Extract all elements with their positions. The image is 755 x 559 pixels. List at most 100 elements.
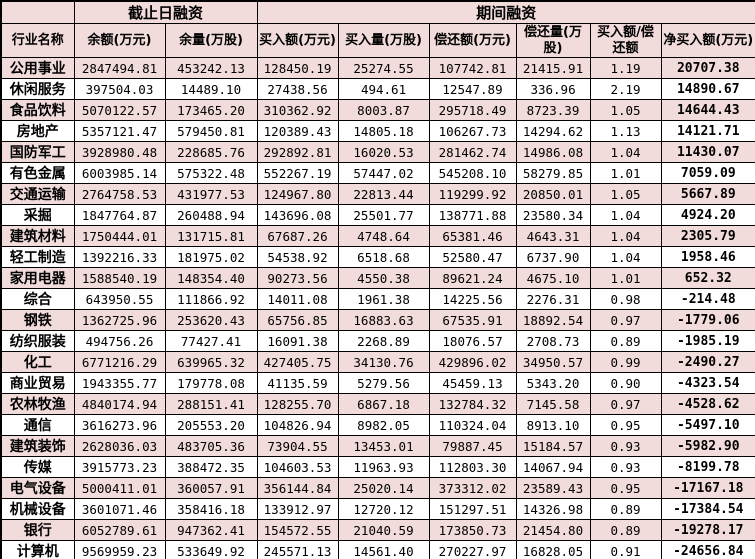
value-cell: 27438.56 [256,78,339,100]
value-cell: 1.01 [589,162,662,184]
table-row: 计算机 9569959.23 533649.92 245571.13 14561.40 2… [0,540,755,559]
col-header-buy-amount: 买入额(万元) [256,23,339,58]
value-cell: 107742.81 [428,57,517,79]
table-row: 交通运输 2764758.53 431977.53 124967.80 22813.44… [0,183,755,205]
table-row: 通信 3616273.96 205553.20 104826.94 8982.05 110… [0,414,755,436]
value-cell: 310362.92 [256,99,339,121]
value-cell: 1.04 [589,141,662,163]
table-row: 采掘 1847764.87 260488.94 143696.08 25501.77 13… [0,204,755,226]
value-cell: 23589.43 [515,477,591,499]
value-cell: 179778.08 [164,372,258,394]
net-buy-cell: 652.32 [660,267,755,289]
header-group-row: 截止日融资 期间融资 [0,0,755,24]
value-cell: 120389.43 [256,120,339,142]
net-buy-cell: -214.48 [660,288,755,310]
table-row: 钢铁 1362725.96 253620.43 65756.85 16883.63 675… [0,309,755,331]
value-cell: 427405.75 [256,351,339,373]
value-cell: 14489.10 [164,78,258,100]
value-cell: 8003.87 [337,99,430,121]
corner-cell [0,0,75,24]
value-cell: 336.96 [515,78,591,100]
net-buy-cell: 1958.46 [660,246,755,268]
table-row: 有色金属 6003985.14 575322.48 552267.19 57447.02… [0,162,755,184]
net-buy-cell: 2305.79 [660,225,755,247]
value-cell: 16828.05 [515,540,591,559]
value-cell: 151297.51 [428,498,517,520]
value-cell: 128255.70 [256,393,339,415]
value-cell: 14067.94 [515,456,591,478]
net-buy-cell: -17167.18 [660,477,755,499]
value-cell: 0.89 [589,519,662,541]
value-cell: 6052789.61 [73,519,166,541]
value-cell: 132784.32 [428,393,517,415]
industry-cell: 建筑材料 [0,225,75,247]
col-header-repay-amount: 偿还额(万元) [428,23,517,58]
value-cell: 14986.08 [515,141,591,163]
value-cell: 3915773.23 [73,456,166,478]
value-cell: 288151.41 [164,393,258,415]
value-cell: 292892.81 [256,141,339,163]
value-cell: 0.97 [589,393,662,415]
industry-cell: 农林牧渔 [0,393,75,415]
value-cell: 1.13 [589,120,662,142]
table-row: 电气设备 5000411.01 360057.91 356144.84 25020.14… [0,477,755,499]
industry-cell: 化工 [0,351,75,373]
value-cell: 358416.18 [164,498,258,520]
table-body: 公用事业 2847494.81 453242.13 128450.19 25274.55… [0,57,755,559]
value-cell: 41135.59 [256,372,339,394]
value-cell: 5070122.57 [73,99,166,121]
value-cell: 1847764.87 [73,204,166,226]
value-cell: 1961.38 [337,288,430,310]
net-buy-cell: 14644.43 [660,99,755,121]
table-row: 银行 6052789.61 947362.41 154572.55 21040.59 17… [0,519,755,541]
net-buy-cell: -19278.17 [660,519,755,541]
industry-cell: 传媒 [0,456,75,478]
value-cell: 2276.31 [515,288,591,310]
industry-cell: 银行 [0,519,75,541]
value-cell: 388472.35 [164,456,258,478]
value-cell: 1.01 [589,267,662,289]
value-cell: 0.89 [589,498,662,520]
net-buy-cell: -5497.10 [660,414,755,436]
value-cell: 260488.94 [164,204,258,226]
value-cell: 65756.85 [256,309,339,331]
value-cell: 1588540.19 [73,267,166,289]
value-cell: 0.98 [589,288,662,310]
group-header-period-financing: 期间融资 [256,0,755,24]
industry-cell: 综合 [0,288,75,310]
value-cell: 13453.01 [337,435,430,457]
net-buy-cell: -5982.90 [660,435,755,457]
value-cell: 104826.94 [256,414,339,436]
value-cell: 245571.13 [256,540,339,559]
value-cell: 110324.04 [428,414,517,436]
value-cell: 295718.49 [428,99,517,121]
net-buy-cell: 20707.38 [660,57,755,79]
industry-cell: 轻工制造 [0,246,75,268]
value-cell: 45459.13 [428,372,517,394]
value-cell: 16091.38 [256,330,339,352]
value-cell: 106267.73 [428,120,517,142]
value-cell: 639965.32 [164,351,258,373]
value-cell: 14561.40 [337,540,430,559]
value-cell: 253620.43 [164,309,258,331]
net-buy-cell: -8199.78 [660,456,755,478]
value-cell: 579450.81 [164,120,258,142]
value-cell: 6867.18 [337,393,430,415]
value-cell: 34130.76 [337,351,430,373]
industry-cell: 电气设备 [0,477,75,499]
value-cell: 34950.57 [515,351,591,373]
value-cell: 8913.10 [515,414,591,436]
col-header-volume: 余量(万股) [164,23,258,58]
value-cell: 65381.46 [428,225,517,247]
value-cell: 5357121.47 [73,120,166,142]
table-row: 农林牧渔 4840174.94 288151.41 128255.70 6867.18 1… [0,393,755,415]
net-buy-cell: -17384.54 [660,498,755,520]
value-cell: 0.95 [589,477,662,499]
value-cell: 25501.77 [337,204,430,226]
value-cell: 228685.76 [164,141,258,163]
header-columns-row: 行业名称 余额(万元) 余量(万股) 买入额(万元) 买入量(万股) 偿还额(万… [0,23,755,58]
group-header-cutoff-financing: 截止日融资 [73,0,258,24]
table-row: 休闲服务 397504.03 14489.10 27438.56 494.61 12547… [0,78,755,100]
value-cell: 1.05 [589,99,662,121]
